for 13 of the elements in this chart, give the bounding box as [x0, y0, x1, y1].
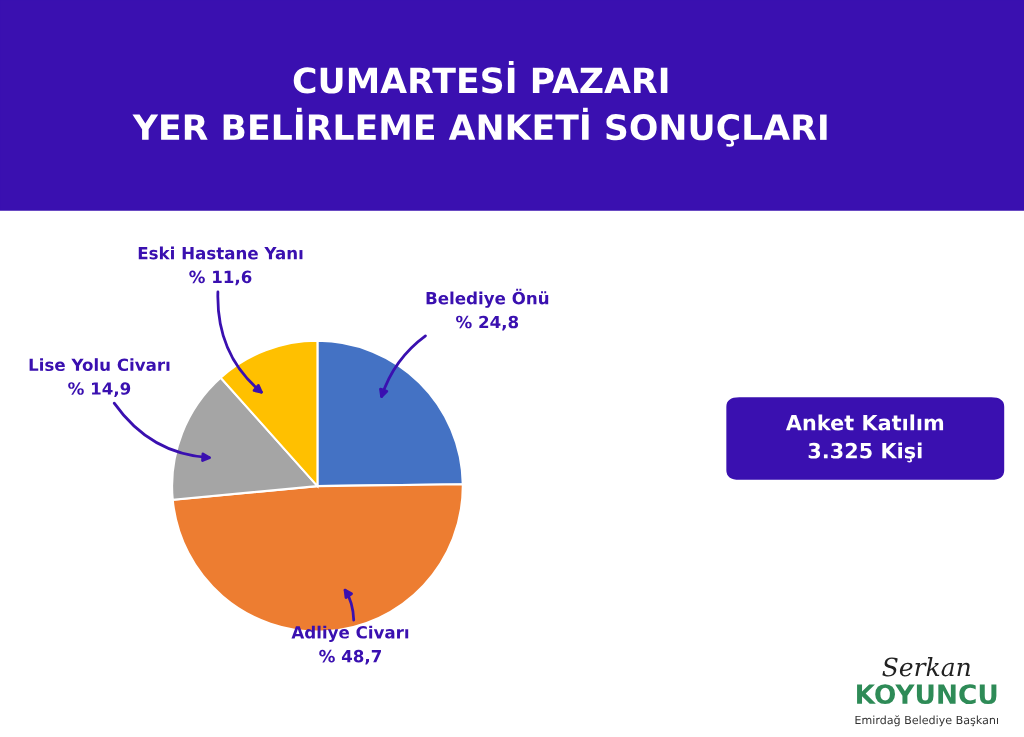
- text: Serkan: [882, 657, 970, 677]
- chart-title: CUMARTESİ PAZARI YER BELİRLEME ANKETİ SONUÇLARI: [132, 60, 827, 147]
- data-label: % 48,7: [319, 649, 381, 665]
- text: Anket Katılım 3.325 Kişi: [785, 414, 944, 463]
- data-label: % 14,9: [68, 382, 131, 397]
- text: Emirdağ Belediye Başkanı: [855, 715, 998, 727]
- text: KOYUNCU: [857, 684, 997, 705]
- slice-label: Lise Yolu Civarı: [29, 358, 170, 372]
- slice-label: Eski Hastane Yanı: [138, 246, 303, 260]
- slice-label: Adliye Civarı: [291, 625, 409, 642]
- data-label: % 11,6: [189, 270, 252, 286]
- data-label: % 24,8: [456, 315, 519, 331]
- slice-label: Belediye Önü: [426, 288, 549, 308]
